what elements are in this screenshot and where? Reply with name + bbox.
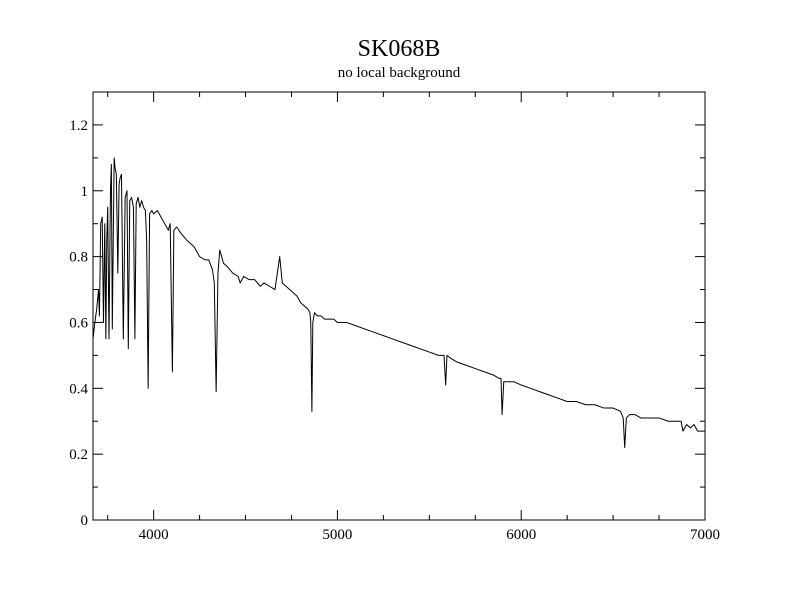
y-tick-label: 0 xyxy=(81,513,89,529)
y-tick-label: 1 xyxy=(81,184,89,200)
x-tick-label: 6000 xyxy=(506,527,536,543)
x-tick-label: 7000 xyxy=(690,527,720,543)
axis-tick-labels: 4000 5000 6000 7000 0 0.2 0.4 0.6 0.8 1 1.2 xyxy=(69,118,720,543)
x-tick-label: 4000 xyxy=(139,527,169,543)
chart-subtitle: no local background xyxy=(338,65,461,81)
y-tick-label: 0.8 xyxy=(69,250,88,266)
y-tick-label: 0.4 xyxy=(69,381,88,397)
chart-title: SK068B xyxy=(358,36,441,62)
y-tick-label: 0.2 xyxy=(69,447,88,463)
series-line-0 xyxy=(92,157,705,449)
plot-frame xyxy=(92,91,706,521)
axis-ticks xyxy=(93,91,706,521)
x-tick-label: 5000 xyxy=(322,527,352,543)
series-group xyxy=(92,157,705,449)
y-tick-label: 0.6 xyxy=(69,315,88,331)
y-tick-label: 1.2 xyxy=(69,118,88,134)
